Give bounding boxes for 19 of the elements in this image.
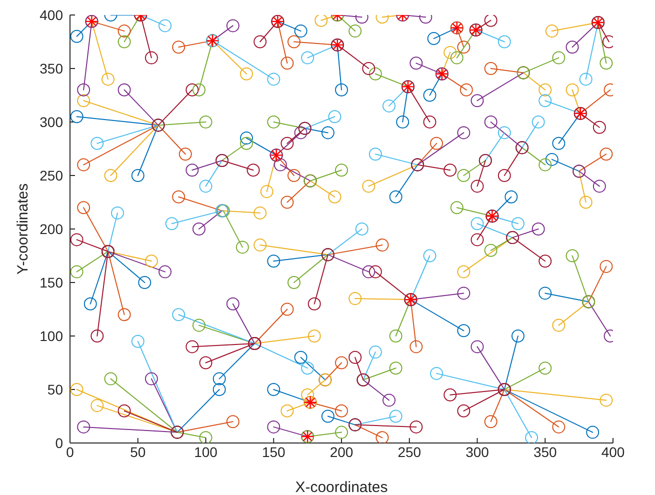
x-tick-label: 200 xyxy=(330,444,354,460)
x-tick-label: 100 xyxy=(194,444,218,460)
y-tick-label: 150 xyxy=(40,274,64,290)
x-tick-label: 50 xyxy=(130,444,146,460)
y-tick-label: 250 xyxy=(40,167,64,184)
y-axis-title: Y-coordinates xyxy=(14,183,32,275)
x-tick-label: 0 xyxy=(66,444,74,460)
y-tick-label: 300 xyxy=(40,114,64,130)
x-tick-label: 150 xyxy=(262,444,286,460)
y-tick-label: 50 xyxy=(47,381,64,398)
y-tick-label: 400 xyxy=(40,6,64,23)
y-tick-label: 350 xyxy=(40,60,64,76)
y-tick-label: 200 xyxy=(40,220,64,237)
x-axis-title: X-coordinates xyxy=(295,479,388,495)
y-tick-label: 100 xyxy=(40,328,64,344)
x-tick-label: 300 xyxy=(466,444,490,460)
x-tick-label: 350 xyxy=(533,444,558,460)
x-tick-label: 400 xyxy=(601,444,625,460)
x-tick-label: 250 xyxy=(398,444,422,460)
